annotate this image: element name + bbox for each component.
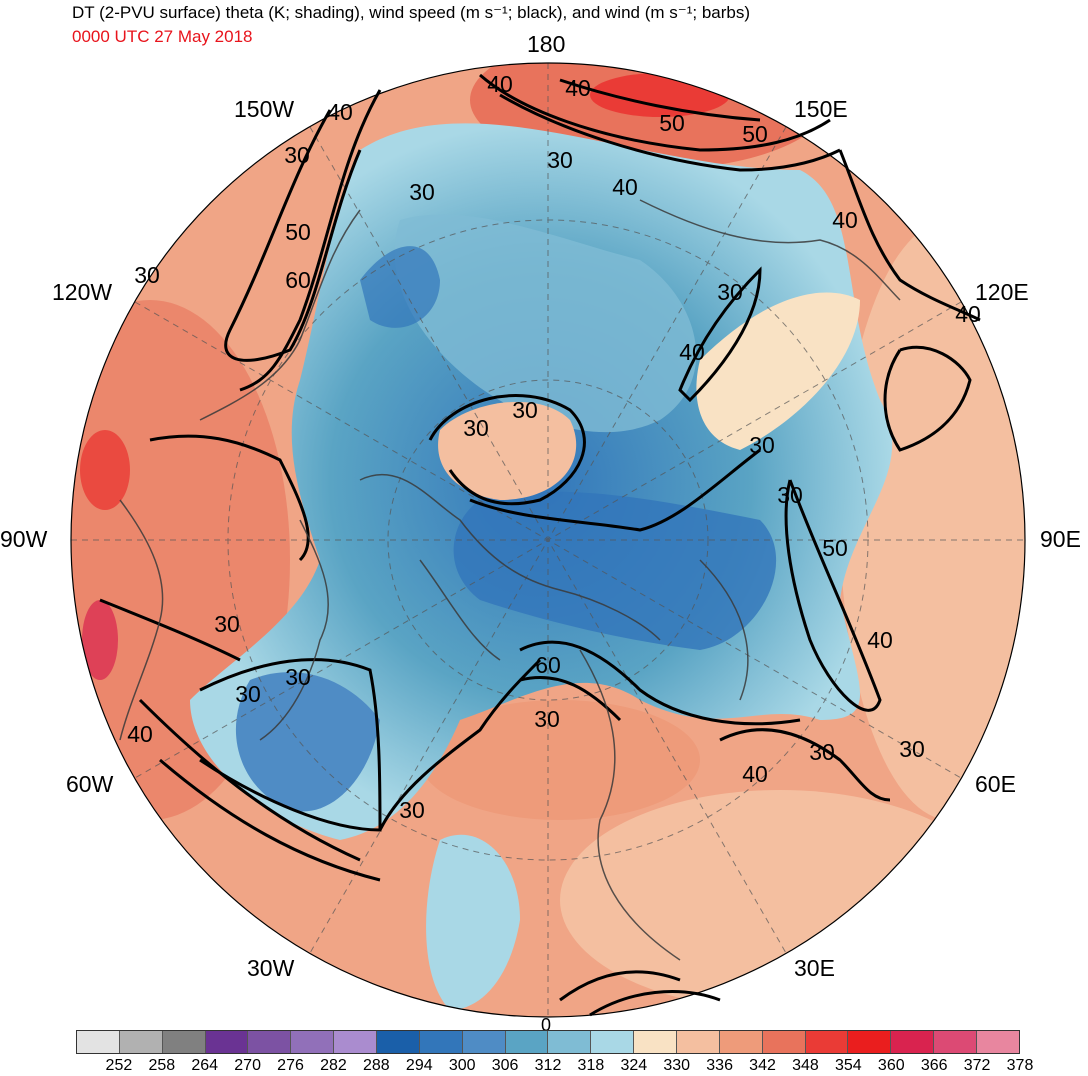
lon-label-30w: 30W [247,955,295,981]
colorbar-swatch [891,1031,935,1053]
colorbar-swatch [591,1031,635,1053]
colorbar-swatch [462,1031,506,1053]
theta-shading [71,63,1025,1017]
lon-label-120e: 120E [975,279,1029,305]
colorbar-tick-label: 378 [1006,1057,1034,1074]
isotach-label: 40 [867,627,893,653]
lon-label-180: 180 [527,31,566,57]
isotach-label: 40 [565,75,591,101]
isotach-label: 40 [612,174,638,200]
colorbar-swatch [548,1031,592,1053]
colorbar-tick-label: 330 [663,1057,691,1074]
isotach-label: 30 [463,415,489,441]
colorbar [76,1030,1020,1054]
isotach-label: 30 [235,681,261,707]
isotach-label: 40 [127,721,153,747]
colorbar-swatch [205,1031,249,1053]
colorbar-swatch [377,1031,420,1053]
lon-label-60w: 60W [66,771,114,797]
colorbar-swatch [291,1031,335,1053]
colorbar-tick-label: 312 [534,1057,562,1074]
colorbar-tick-label: 294 [405,1057,433,1074]
isotach-labels: 40 40 50 50 30 40 40 30 30 50 60 30 40 4… [127,71,981,823]
isotach-label: 30 [547,147,573,173]
lon-label-120w: 120W [52,279,113,305]
colorbar-tick-label: 306 [491,1057,519,1074]
colorbar-tick-label: 354 [835,1057,862,1074]
lon-label-30e: 30E [794,955,835,981]
isotach-label: 30 [214,611,240,637]
colorbar-tick-label: 366 [920,1057,948,1074]
lon-label-60e: 60E [975,771,1016,797]
isotach-label: 30 [409,179,435,205]
colorbar-tick-label: 252 [105,1057,133,1074]
lon-label-90e: 90E [1040,526,1081,552]
colorbar-tick-label: 270 [234,1057,261,1074]
colorbar-swatch [419,1031,463,1053]
colorbar-tick-label: 282 [320,1057,347,1074]
isotach-label: 50 [742,121,768,147]
isotach-label: 30 [284,142,310,168]
isotach-label: 30 [809,739,835,765]
map-title: DT (2-PVU surface) theta (K; shading), w… [72,3,751,22]
isotach-label: 30 [534,706,560,732]
colorbar-tick-label: 336 [706,1057,733,1074]
isotach-label: 50 [285,219,311,245]
colorbar-tick-label: 342 [749,1057,776,1074]
colorbar-swatch [848,1031,892,1053]
colorbar-tick-label: 264 [191,1057,219,1074]
colorbar-tick-label: 318 [577,1057,605,1074]
isotach-contours [99,73,981,1017]
colorbar-tick-label: 258 [148,1057,176,1074]
colorbar-swatch [119,1031,163,1053]
colorbar-swatch [677,1031,720,1053]
colorbar-swatch [334,1031,378,1053]
colorbar-tick-label: 348 [792,1057,819,1074]
isotach-label: 30 [285,664,311,690]
lon-label-150w: 150W [234,96,295,122]
colorbar-swatch [805,1031,849,1053]
colorbar-swatch [162,1031,206,1053]
colorbar-tick-label: 324 [620,1057,648,1074]
isotach-label: 50 [822,535,848,561]
isotach-label: 30 [777,482,803,508]
map-boundary [70,62,1026,1018]
colorbar-tick-label: 288 [363,1057,390,1074]
isotach-label: 30 [749,432,775,458]
isotach-label: 40 [679,339,705,365]
isotach-label: 60 [285,267,311,293]
isotach-label: 30 [399,797,425,823]
lon-label-150e: 150E [794,96,848,122]
colorbar-swatch [977,1031,1019,1053]
colorbar-swatch [719,1031,763,1053]
isotach-label: 60 [535,652,561,678]
colorbar-swatch [248,1031,292,1053]
coastlines [119,199,901,961]
isotach-label: 30 [717,279,743,305]
lon-label-0: 0 [541,1015,552,1035]
isotach-label: 40 [832,207,858,233]
isotach-label: 30 [899,736,925,762]
isotach-label: 40 [487,71,513,97]
colorbar-swatch [634,1031,678,1053]
isotach-label: 30 [512,397,538,423]
isotach-label: 40 [742,761,768,787]
valid-time: 0000 UTC 27 May 2018 [72,27,253,46]
colorbar-tick-label: 300 [448,1057,476,1074]
colorbar-swatch [762,1031,806,1053]
graticule [71,63,1025,1017]
colorbar-tick-label: 360 [877,1057,905,1074]
isotach-label: 40 [327,99,353,125]
colorbar-swatch [77,1031,120,1053]
colorbar-swatch [505,1031,549,1053]
colorbar-tick-label: 276 [277,1057,304,1074]
isotach-label: 30 [134,262,160,288]
isotach-label: 50 [659,110,685,136]
colorbar-tick-label: 372 [963,1057,991,1074]
colorbar-swatch [934,1031,978,1053]
lon-label-90w: 90W [0,526,48,552]
